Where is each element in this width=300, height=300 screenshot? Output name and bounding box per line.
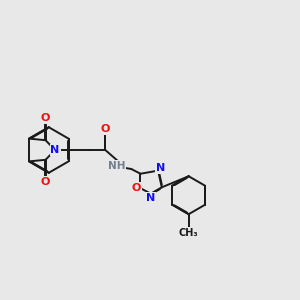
Text: O: O (41, 177, 50, 187)
Text: NH: NH (108, 161, 125, 171)
Text: N: N (146, 193, 155, 203)
Text: O: O (100, 124, 110, 134)
Text: O: O (41, 113, 50, 123)
Text: N: N (50, 145, 60, 155)
Text: CH₃: CH₃ (179, 228, 199, 238)
Text: O: O (132, 183, 141, 193)
Text: N: N (156, 163, 165, 173)
